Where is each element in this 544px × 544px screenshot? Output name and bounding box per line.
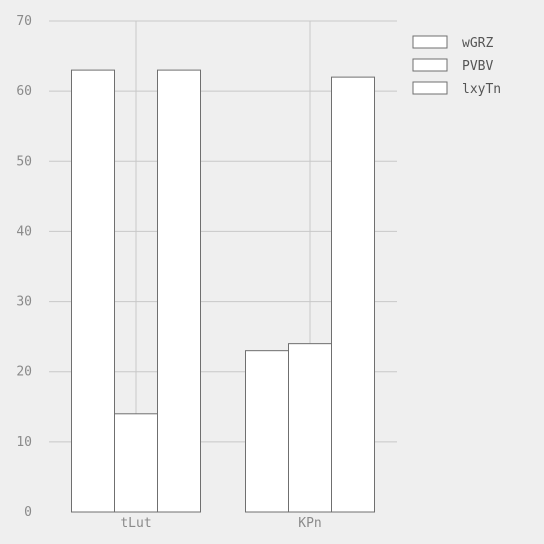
legend-swatch (412, 81, 448, 95)
y-tick-label: 60 (16, 84, 32, 99)
y-tick-label: 20 (16, 365, 32, 380)
x-tick-label: tLut (120, 516, 151, 531)
bar-lxyTn-KPn (331, 76, 375, 513)
legend-swatch (412, 35, 448, 49)
y-tick-label: 10 (16, 435, 32, 450)
y-tick-label: 40 (16, 224, 32, 239)
legend-label: lxyTn (462, 82, 501, 97)
legend: wGRZ PVBV lxyTn (412, 35, 501, 97)
legend-swatch (412, 58, 448, 72)
y-tick-label: 50 (16, 154, 32, 169)
y-tick-label: 0 (24, 505, 32, 520)
legend-label: wGRZ (462, 36, 493, 51)
bar-PVBV-tLut (114, 413, 158, 513)
axis-layer: 0 10 20 30 40 50 60 70 tLut KPn (16, 14, 321, 531)
y-tick-label: 70 (16, 14, 32, 29)
bar-lxyTn-tLut (157, 69, 201, 513)
bar-wGRZ-tLut (71, 69, 115, 513)
legend-label: PVBV (462, 59, 493, 74)
bar-layer (71, 69, 375, 513)
y-tick-label: 30 (16, 295, 32, 310)
bar-wGRZ-KPn (245, 350, 289, 513)
bar-PVBV-KPn (288, 343, 332, 513)
x-tick-label: KPn (298, 516, 321, 531)
